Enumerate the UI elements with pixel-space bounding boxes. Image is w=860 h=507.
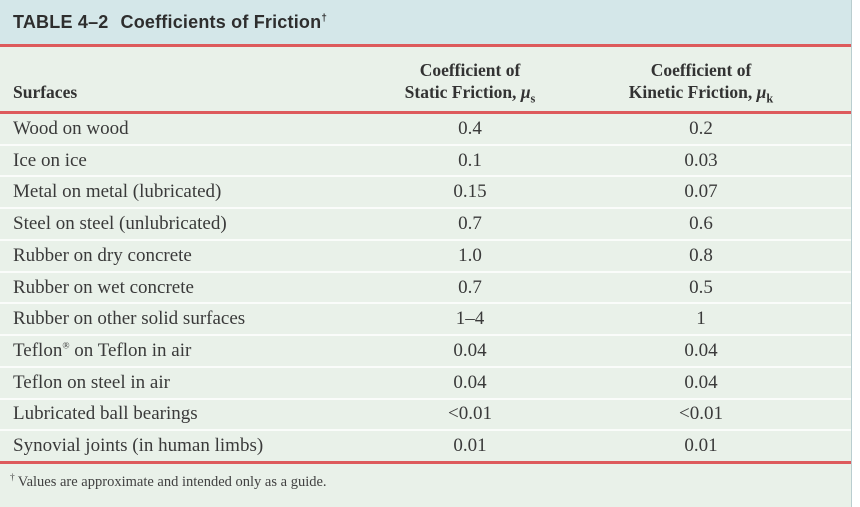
- static-friction-cell: 0.04: [453, 340, 487, 361]
- static-friction-cell: 0.01: [453, 435, 487, 457]
- header-kinetic-friction: Coefficient of Kinetic Friction, μk: [590, 47, 812, 111]
- header-static-line1: Coefficient of: [419, 59, 521, 80]
- table-row: Rubber on other solid surfaces 1–4 1: [0, 304, 851, 337]
- table-row: Lubricated ball bearings <0.01 <0.01: [0, 400, 851, 432]
- header-surfaces: Surfaces: [13, 82, 78, 103]
- static-friction-cell: 0.1: [458, 149, 482, 171]
- table-body: Wood on wood 0.4 0.2 Ice on ice 0.1 0.03…: [0, 114, 851, 461]
- table-header-row: Surfaces Coefficient of Static Friction,…: [0, 47, 851, 111]
- title-dagger: †: [321, 12, 328, 24]
- surface-cell: Metal on metal (lubricated): [13, 181, 222, 203]
- footnote: † Values are approximate and intended onl…: [0, 464, 851, 491]
- mu-subscript-s: s: [530, 91, 536, 106]
- kinetic-friction-cell: 0.01: [684, 435, 718, 457]
- kinetic-friction-cell: <0.01: [679, 403, 723, 425]
- header-static-line2: Static Friction, μs: [404, 82, 536, 106]
- kinetic-friction-cell: 0.04: [684, 371, 718, 393]
- surface-cell: Rubber on other solid surfaces: [13, 308, 246, 330]
- mu-subscript-k: k: [766, 91, 774, 106]
- surface-cell: Teflon® on Teflon in air: [13, 340, 192, 361]
- kinetic-friction-cell: 0.5: [689, 276, 713, 298]
- table-row: Teflon® on Teflon in air 0.04 0.04: [0, 336, 851, 368]
- static-friction-cell: 1.0: [458, 244, 482, 266]
- mu-symbol: μ: [756, 82, 767, 103]
- bottom-rule: [0, 461, 851, 464]
- static-friction-cell: 0.7: [458, 213, 482, 235]
- table-row: Synovial joints (in human limbs) 0.01 0.…: [0, 431, 851, 461]
- table-number: TABLE 4–2: [13, 11, 109, 32]
- table-title: Coefficients of Friction†: [120, 11, 328, 32]
- table-row: Metal on metal (lubricated) 0.15 0.07: [0, 177, 851, 210]
- table-row: Rubber on wet concrete 0.7 0.5: [0, 273, 851, 305]
- header-static-friction: Coefficient of Static Friction, μs: [350, 47, 590, 111]
- static-friction-cell: 0.04: [453, 371, 487, 393]
- surface-cell: Steel on steel (unlubricated): [13, 213, 227, 235]
- header-kinetic-line2: Kinetic Friction, μk: [628, 82, 774, 106]
- table-row: Teflon on steel in air 0.04 0.04: [0, 368, 851, 400]
- kinetic-friction-cell: 0.07: [684, 181, 718, 203]
- static-friction-cell: <0.01: [448, 403, 492, 425]
- kinetic-friction-cell: 0.2: [689, 117, 713, 139]
- table-row: Steel on steel (unlubricated) 0.7 0.6: [0, 209, 851, 241]
- surface-cell: Rubber on wet concrete: [13, 276, 194, 298]
- table-row: Ice on ice 0.1 0.03: [0, 146, 851, 178]
- static-friction-cell: 0.7: [458, 276, 482, 298]
- top-rule: [0, 44, 851, 47]
- registered-trademark-symbol: ®: [62, 341, 70, 352]
- static-friction-cell: 0.15: [453, 181, 487, 203]
- header-rule: [0, 111, 851, 114]
- surface-cell: Teflon on steel in air: [13, 371, 170, 393]
- surface-cell: Ice on ice: [13, 149, 87, 171]
- kinetic-friction-cell: 0.8: [689, 244, 713, 266]
- table-title-bar: TABLE 4–2 Coefficients of Friction†: [0, 0, 851, 44]
- surface-cell: Synovial joints (in human limbs): [13, 435, 264, 457]
- mu-symbol: μ: [520, 82, 531, 103]
- table-row: Rubber on dry concrete 1.0 0.8: [0, 241, 851, 273]
- kinetic-friction-cell: 0.6: [689, 213, 713, 235]
- footnote-dagger: †: [10, 473, 15, 484]
- header-kinetic-line1: Coefficient of: [650, 59, 752, 80]
- kinetic-friction-cell: 1: [696, 308, 706, 330]
- surface-cell: Rubber on dry concrete: [13, 244, 192, 266]
- table-row: Wood on wood 0.4 0.2: [0, 114, 851, 146]
- static-friction-cell: 0.4: [458, 117, 482, 139]
- surface-cell: Wood on wood: [13, 117, 129, 139]
- kinetic-friction-cell: 0.03: [684, 149, 718, 171]
- footnote-text: Values are approximate and intended only…: [17, 474, 327, 490]
- kinetic-friction-cell: 0.04: [684, 340, 718, 361]
- static-friction-cell: 1–4: [455, 308, 485, 330]
- surface-cell: Lubricated ball bearings: [13, 403, 198, 425]
